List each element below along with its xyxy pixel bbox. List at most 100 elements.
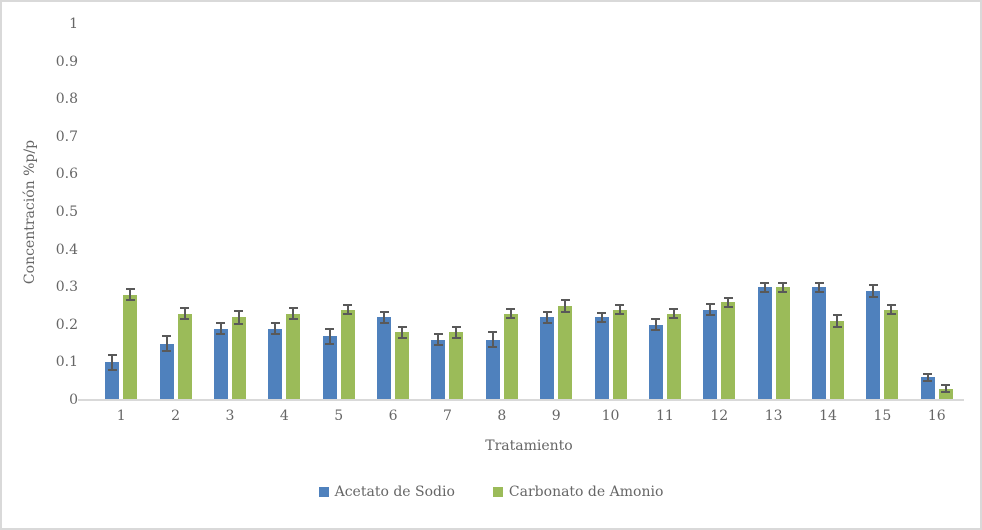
bar-acetato-7 (431, 339, 446, 400)
error-bar-cap-top (506, 308, 516, 310)
y-axis-tick-label: 0.2 (55, 316, 78, 333)
y-axis-tick-label: 0.6 (55, 166, 78, 183)
error-bar (509, 309, 512, 319)
error-bar-cap-bottom (560, 310, 570, 313)
error-bar-cap-bottom (125, 299, 135, 302)
bar-carbonato-3 (231, 317, 246, 400)
bar-carbonato-6 (395, 332, 410, 400)
x-axis-tick-label: 8 (497, 408, 507, 424)
x-axis-tick-label: 3 (225, 408, 235, 424)
error-bar (328, 328, 331, 344)
error-bar-cap-top (542, 310, 552, 313)
x-axis-title: Tratamiento (485, 438, 573, 454)
legend-item-carbonato: Carbonato de Amonio (492, 484, 664, 500)
bar-acetato-8 (485, 339, 500, 400)
error-bar-cap-bottom (669, 317, 679, 320)
error-bar (219, 322, 222, 335)
error-bar-cap-top (343, 304, 353, 307)
error-bar (491, 332, 494, 348)
bar-carbonato-5 (340, 309, 355, 400)
y-axis-tick-label: 0 (69, 392, 78, 408)
bar-acetato-2 (159, 343, 174, 400)
error-bar-cap-top (868, 284, 878, 287)
error-bar-cap-bottom (343, 313, 353, 316)
legend-label-carbonato: Carbonato de Amonio (508, 484, 664, 500)
error-bar-cap-bottom (162, 350, 172, 353)
bar-carbonato-11 (666, 313, 681, 400)
error-bar (926, 373, 929, 382)
x-axis-tick-label: 4 (279, 408, 289, 424)
error-bar-cap-bottom (488, 346, 498, 349)
error-bar-cap-bottom (778, 290, 788, 293)
error-bar-cap-bottom (814, 290, 824, 293)
error-bar-cap-bottom (234, 323, 244, 326)
error-bar-cap-top (941, 383, 951, 386)
error-bar-cap-top (615, 304, 625, 307)
error-bar-cap-bottom (723, 305, 733, 308)
error-bar (129, 289, 132, 301)
error-bar-cap-bottom (832, 325, 842, 328)
error-bar-cap-top (886, 304, 896, 307)
bar-carbonato-7 (449, 332, 464, 400)
error-bar (763, 282, 766, 292)
error-bar-cap-bottom (107, 368, 117, 371)
error-bar-cap-bottom (597, 320, 607, 323)
error-bar-cap-top (216, 321, 226, 324)
bar-acetato-3 (213, 328, 228, 400)
error-bar-cap-bottom (216, 333, 226, 336)
error-bar (890, 305, 893, 315)
x-axis-tick-label: 2 (171, 408, 181, 424)
error-bar-cap-bottom (868, 295, 878, 298)
bar-acetato-12 (703, 309, 718, 400)
error-bar-cap-top (814, 281, 824, 284)
error-bar-cap-bottom (379, 321, 389, 324)
error-bar-cap-top (325, 327, 335, 330)
error-bar-cap-bottom (180, 318, 190, 321)
y-axis-tick-label: 0.1 (55, 354, 78, 371)
error-bar-cap-top (923, 372, 933, 375)
error-bar-cap-bottom (270, 333, 280, 336)
error-bar (836, 315, 839, 327)
error-bar-cap-top (451, 325, 461, 328)
error-bar (600, 312, 603, 322)
error-bar (111, 354, 114, 370)
error-bar-cap-top (651, 318, 661, 321)
error-bar-cap-top (288, 306, 298, 309)
bar-acetato-13 (757, 287, 772, 400)
error-bar-cap-top (180, 306, 190, 309)
error-bar (672, 309, 675, 319)
y-axis-tick-label: 0.8 (55, 91, 78, 108)
error-bar (183, 307, 186, 320)
error-bar (546, 311, 549, 323)
bar-acetato-10 (594, 317, 609, 400)
x-axis-tick-label: 12 (710, 408, 729, 424)
legend-swatch-acetato (318, 487, 329, 497)
error-bar-cap-bottom (760, 290, 770, 293)
legend-label-acetato: Acetato de Sodio (334, 484, 455, 500)
bar-acetato-14 (812, 287, 827, 400)
bar-carbonato-8 (503, 313, 518, 400)
bar-acetato-11 (648, 324, 663, 400)
bar-acetato-5 (322, 336, 337, 400)
x-axis-tick-label: 5 (334, 408, 344, 424)
y-axis-tick-label: 0.7 (55, 128, 78, 145)
error-bar (401, 326, 404, 338)
error-bar-cap-bottom (288, 318, 298, 321)
x-axis-tick-label: 14 (819, 408, 837, 424)
error-bar-cap-top (433, 333, 443, 336)
x-axis-tick-label: 9 (551, 408, 561, 424)
error-bar-cap-top (125, 288, 135, 291)
y-axis-tick-label: 0.4 (55, 241, 78, 258)
bar-acetato-9 (540, 317, 555, 400)
error-bar (818, 282, 821, 292)
error-bar (654, 319, 657, 331)
bar-carbonato-2 (177, 313, 192, 400)
error-bar (564, 300, 567, 312)
error-bar (346, 305, 349, 315)
error-bar (292, 307, 295, 320)
error-bar-cap-top (760, 281, 770, 284)
error-bar (274, 322, 277, 335)
error-bar (709, 304, 712, 316)
bar-carbonato-12 (721, 302, 736, 400)
